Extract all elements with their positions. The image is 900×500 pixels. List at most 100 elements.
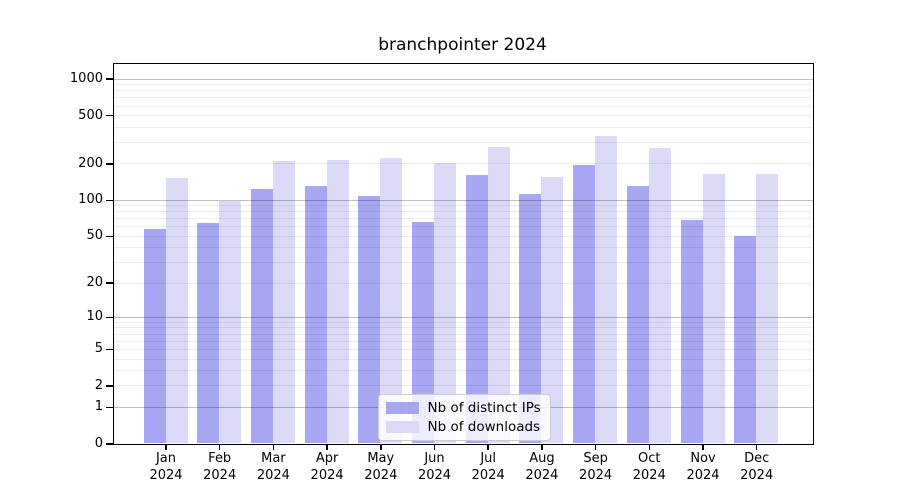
x-tick-label-jul: Jul 2024 — [456, 451, 520, 484]
y-tick-label-0: 0 — [94, 436, 103, 451]
x-tick-label-dec: Dec 2024 — [725, 451, 789, 484]
x-tick-label-nov: Nov 2024 — [671, 451, 735, 484]
bar-downloads-aug — [541, 177, 564, 444]
legend-item-distinct-ips: Nb of distinct IPs — [385, 399, 541, 416]
minor-gridline-600 — [113, 105, 813, 107]
x-tick-label-year: 2024 — [203, 467, 237, 483]
minor-gridline-50 — [113, 235, 813, 237]
x-tick-label-sep: Sep 2024 — [564, 451, 628, 484]
x-tick-jan — [165, 444, 167, 450]
major-gridline-10 — [113, 316, 813, 318]
bar-downloads-mar — [272, 160, 295, 444]
x-tick-label-month: May — [367, 451, 395, 466]
bar-downloads-may — [380, 158, 403, 444]
y-tick-label-500: 500 — [78, 107, 103, 123]
x-tick-label-month: Nov — [690, 451, 716, 466]
bar-distinct-ips-jan — [143, 229, 166, 444]
legend-label-downloads: Nb of downloads — [427, 418, 541, 435]
x-tick-label-year: 2024 — [149, 467, 183, 483]
minor-gridline-8 — [113, 327, 813, 329]
x-tick-feb — [218, 444, 221, 450]
x-tick-label-year: 2024 — [525, 467, 559, 483]
legend-item-downloads: Nb of downloads — [385, 418, 541, 435]
x-tick-dec — [755, 444, 758, 450]
bar-downloads-jan — [165, 177, 188, 444]
y-tick-1000 — [106, 78, 113, 80]
minor-gridline-70 — [113, 218, 813, 220]
minor-gridline-90 — [113, 205, 813, 207]
y-tick-label-50: 50 — [86, 228, 103, 244]
bar-distinct-ips-jun — [412, 222, 434, 444]
minor-gridline-9 — [113, 321, 813, 323]
y-tick-label-1: 1 — [94, 399, 103, 415]
bar-downloads-sep — [595, 135, 618, 444]
minor-gridline-20 — [113, 282, 813, 284]
x-tick-jun — [433, 444, 436, 450]
minor-gridline-200 — [113, 163, 813, 165]
bar-distinct-ips-apr — [304, 186, 327, 444]
bar-distinct-ips-nov — [680, 219, 703, 444]
bar-distinct-ips-oct — [626, 186, 649, 444]
x-tick-label-month: Jun — [424, 451, 445, 466]
plot-area: Nb of distinct IPs Nb of downloads — [112, 62, 814, 445]
minor-gridline-80 — [113, 211, 813, 213]
x-tick-label-month: Oct — [638, 451, 661, 466]
y-tick-50 — [106, 235, 113, 238]
minor-gridline-7 — [113, 333, 813, 335]
x-tick-label-month: Mar — [261, 451, 286, 466]
x-tick-label-may: May 2024 — [349, 451, 413, 484]
x-tick-label-month: Feb — [208, 451, 232, 466]
x-tick-label-year: 2024 — [417, 467, 452, 483]
y-tick-10 — [106, 316, 113, 319]
major-gridline-100 — [113, 199, 813, 201]
y-tick-5 — [106, 348, 113, 351]
major-gridline-1000 — [113, 78, 813, 80]
minor-gridline-3 — [113, 370, 813, 372]
x-tick-label-year: 2024 — [364, 467, 398, 483]
x-tick-label-apr: Apr 2024 — [295, 451, 359, 484]
x-tick-may — [380, 444, 382, 450]
bar-downloads-oct — [648, 148, 671, 444]
x-tick-label-month: Dec — [744, 451, 770, 466]
minor-gridline-400 — [113, 126, 813, 128]
x-tick-label-mar: Mar 2024 — [241, 451, 305, 484]
x-tick-aug — [541, 444, 543, 450]
bar-distinct-ips-mar — [250, 189, 273, 444]
x-tick-label-month: Jan — [155, 451, 177, 466]
bar-downloads-jun — [434, 163, 456, 444]
y-tick-label-20: 20 — [86, 275, 103, 291]
y-tick-label-5: 5 — [94, 341, 103, 357]
x-tick-label-year: 2024 — [740, 467, 774, 483]
legend-label-distinct-ips: Nb of distinct IPs — [427, 399, 541, 416]
minor-gridline-5 — [113, 348, 813, 350]
minor-gridline-300 — [113, 142, 813, 144]
y-tick-1 — [106, 406, 113, 409]
legend: Nb of distinct IPs Nb of downloads — [377, 393, 551, 441]
x-tick-apr — [326, 444, 328, 450]
x-tick-label-month: Sep — [583, 451, 608, 466]
legend-swatch-distinct-ips — [385, 401, 419, 414]
x-tick-oct — [648, 444, 651, 450]
minor-gridline-700 — [113, 97, 813, 99]
x-tick-label-feb: Feb 2024 — [188, 451, 252, 484]
bar-distinct-ips-dec — [734, 235, 757, 444]
legend-swatch-downloads — [385, 420, 419, 433]
x-tick-label-month: Jul — [480, 451, 497, 466]
bar-downloads-apr — [326, 159, 349, 444]
minor-gridline-4 — [113, 358, 813, 360]
chart-title: branchpointer 2024 — [378, 35, 547, 55]
x-tick-label-year: 2024 — [256, 467, 290, 483]
y-tick-label-10: 10 — [86, 309, 103, 325]
y-tick-20 — [106, 282, 113, 284]
minor-gridline-30 — [113, 262, 813, 264]
bar-distinct-ips-may — [358, 195, 381, 444]
bar-distinct-ips-sep — [573, 164, 596, 444]
y-tick-500 — [106, 114, 113, 117]
x-tick-label-year: 2024 — [471, 467, 505, 483]
minor-gridline-2 — [113, 385, 813, 387]
y-tick-0 — [106, 443, 113, 445]
y-tick-100 — [106, 199, 113, 202]
minor-gridline-800 — [113, 90, 813, 92]
x-tick-label-month: Apr — [315, 451, 339, 466]
